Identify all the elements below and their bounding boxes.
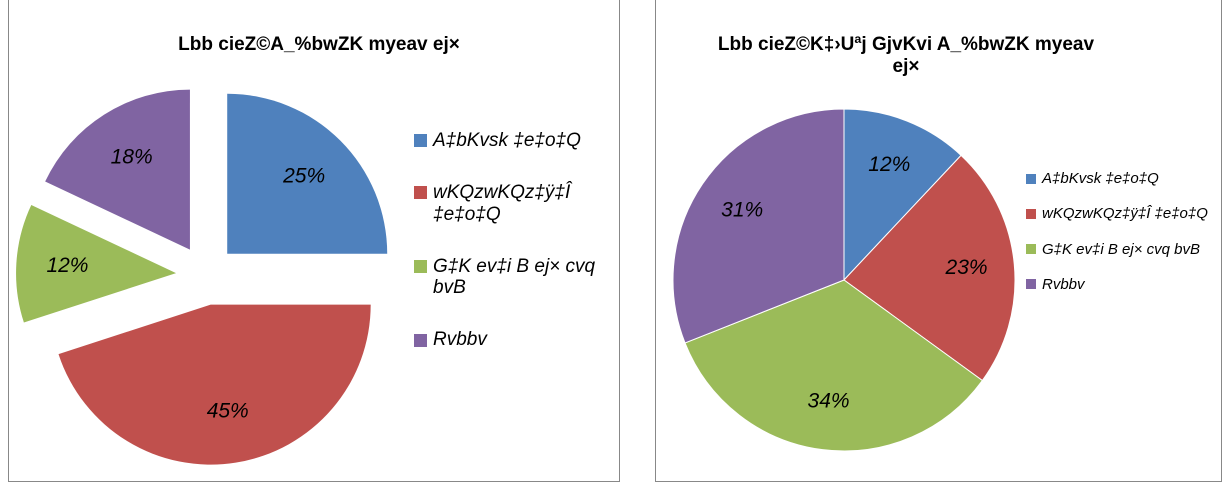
legend-item: wKQzwKQz‡ÿ‡Î ‡e‡o‡Q [414, 182, 614, 226]
legend-label: A‡bKvsk ‡e‡o‡Q [1042, 170, 1159, 187]
legend-swatch [414, 259, 427, 273]
legend-swatch [1026, 244, 1036, 255]
legend-item: Rvbbv [1026, 276, 1216, 293]
legend-item: Rvbbv [414, 329, 614, 351]
pie-slice [843, 154, 1016, 382]
chart-title: Lbb cieZ©K‡›Uªj GjvKvi A_%bwZK myeav ej× [717, 34, 1095, 77]
legend-item: G‡K ev‡i B ej× cvq bvB [414, 256, 614, 300]
data-label: 25% [282, 164, 325, 187]
pie-slice [843, 108, 962, 282]
legend-swatch [414, 186, 427, 200]
pie-slice [684, 279, 984, 452]
legend-swatch [1026, 173, 1036, 184]
pie: 12% 23% 34% 31% [672, 108, 1016, 452]
legend-label: Rvbbv [433, 329, 487, 351]
legend-label: wKQzwKQz‡ÿ‡Î ‡e‡o‡Q [433, 181, 571, 225]
legend: A‡bKvsk ‡e‡o‡Q wKQzwKQz‡ÿ‡Î ‡e‡o‡Q G‡K ev‡… [414, 130, 614, 381]
data-label: 45% [207, 400, 249, 423]
chart-box: Lbb cieZ©A_%bwZK myeav ej× 25% 45% 12% 18% A‡… [8, 0, 620, 482]
data-label: 34% [808, 390, 850, 413]
legend-swatch [414, 333, 427, 347]
data-label: 12% [868, 153, 910, 176]
data-label: 23% [945, 256, 988, 279]
legend-swatch [1026, 208, 1036, 219]
pie-slice [672, 108, 845, 344]
legend-item: A‡bKvsk ‡e‡o‡Q [1026, 170, 1216, 187]
legend-swatch [414, 134, 427, 148]
chart-box: Lbb cieZ©K‡›Uªj GjvKvi A_%bwZK myeav ej×… [655, 0, 1222, 482]
legend-item: wKQzwKQz‡ÿ‡Î ‡e‡o‡Q [1026, 205, 1216, 222]
legend-label: Rvbbv [1042, 275, 1085, 293]
legend-label: wKQzwKQz‡ÿ‡Î ‡e‡o‡Q [1042, 205, 1208, 223]
legend-label: G‡K ev‡i B ej× cvq bvB [433, 255, 596, 299]
pie: 25% 45% 12% 18% [16, 89, 388, 465]
chart-title: Lbb cieZ©A_%bwZK myeav ej× [178, 34, 460, 55]
legend-swatch [1026, 279, 1036, 290]
pie-slice [45, 89, 190, 250]
data-label: 12% [46, 254, 88, 277]
pie-slice [16, 204, 177, 323]
legend-item: A‡bKvsk ‡e‡o‡Q [414, 130, 614, 152]
legend-label: A‡bKvsk ‡e‡o‡Q [433, 130, 581, 151]
legend-label: G‡K ev‡i B ej× cvq bvB [1042, 240, 1200, 258]
pie-slice [227, 93, 388, 254]
data-label: 18% [111, 145, 153, 168]
legend-item: G‡K ev‡i B ej× cvq bvB [1026, 241, 1216, 258]
data-label: 31% [721, 198, 763, 221]
pie-slice [58, 304, 371, 465]
legend: A‡bKvsk ‡e‡o‡Q wKQzwKQz‡ÿ‡Î ‡e‡o‡Q G‡K ev‡… [1026, 170, 1216, 311]
